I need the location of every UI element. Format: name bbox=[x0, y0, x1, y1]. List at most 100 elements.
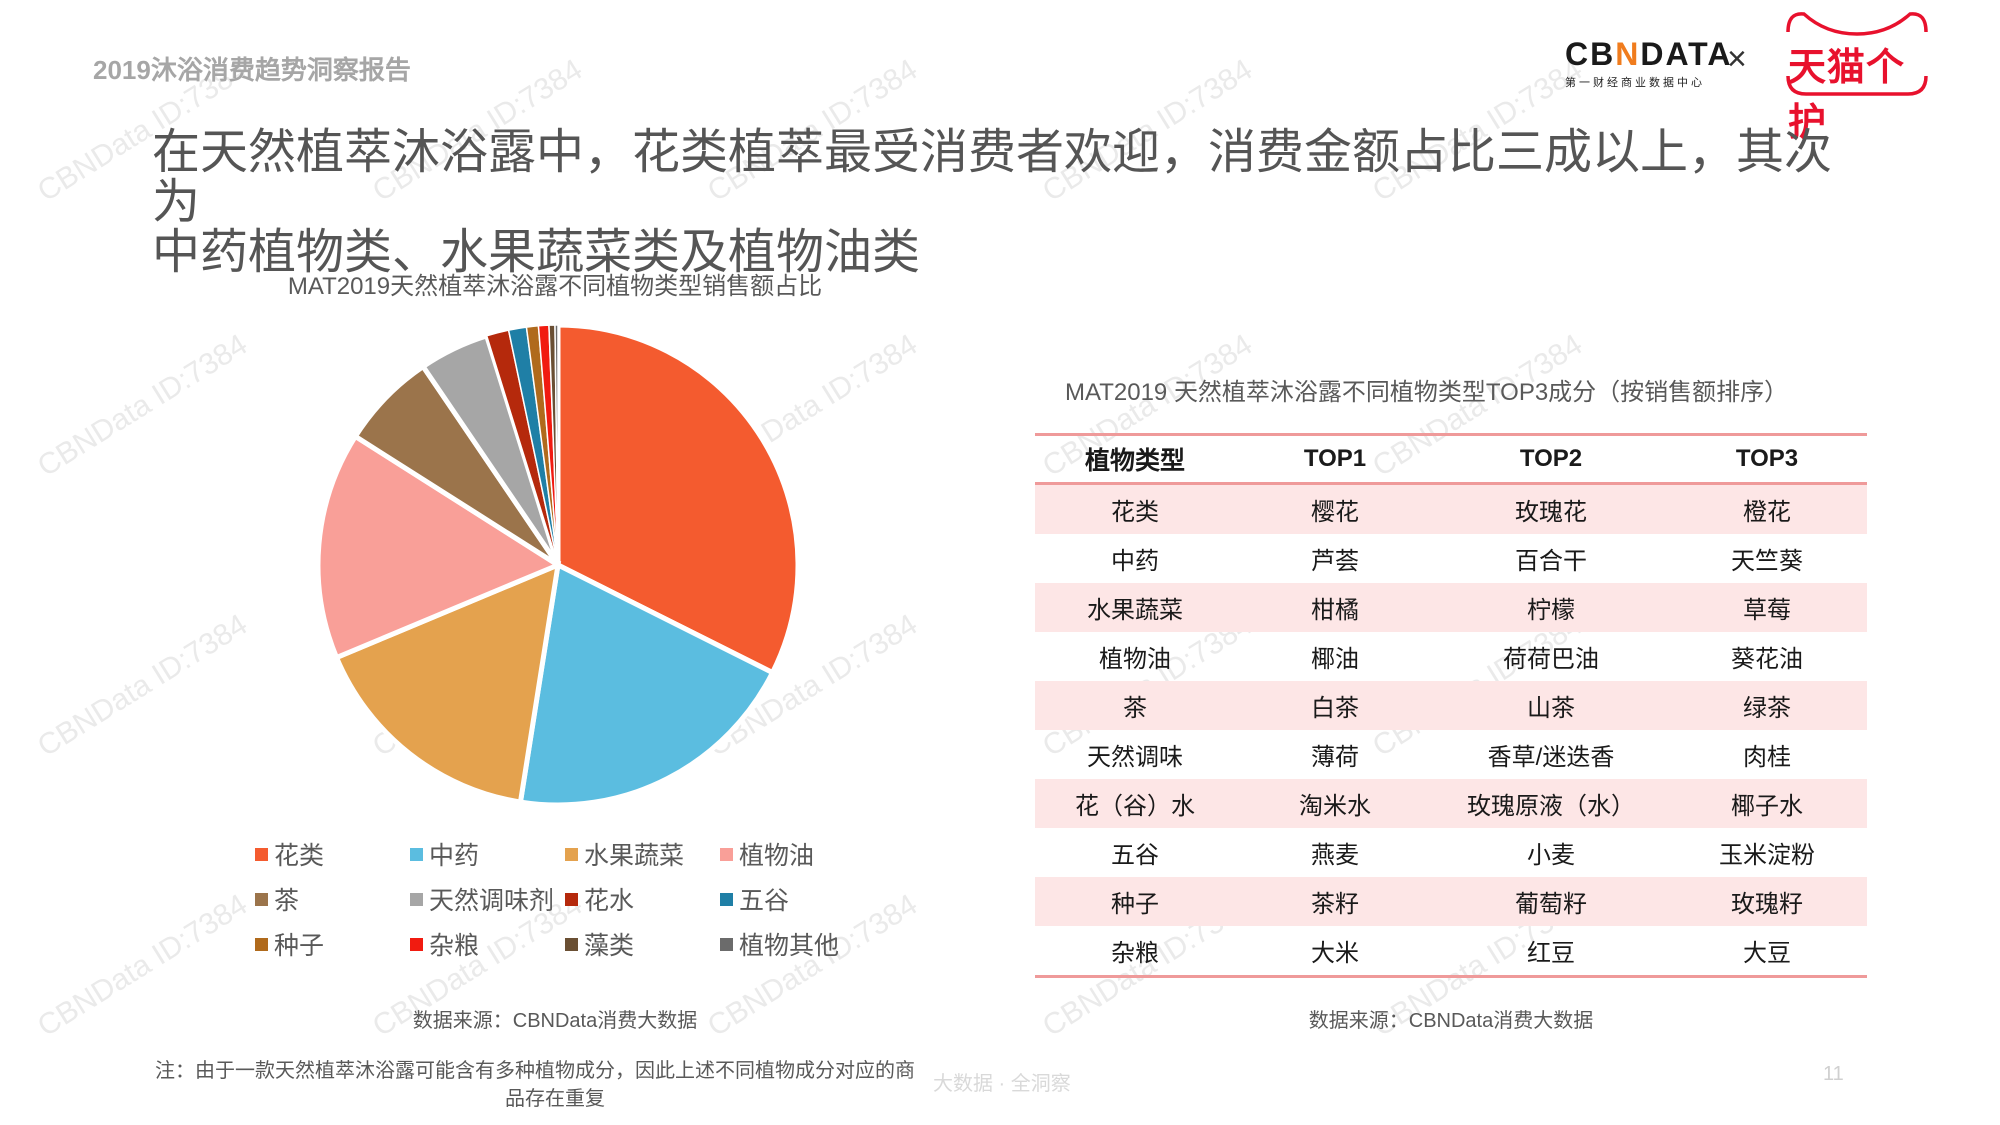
page-title: 在天然植萃沐浴露中，花类植萃最受消费者欢迎，消费金额占比三成以上，其次为 中药植… bbox=[152, 128, 1852, 278]
cell-top3: 天竺葵 bbox=[1731, 548, 1803, 575]
cell-top2: 玫瑰原液（水） bbox=[1435, 779, 1667, 828]
legend-label: 中药 bbox=[429, 842, 480, 870]
table-source: 数据来源：CBNData消费大数据 bbox=[1308, 1010, 1594, 1032]
legend-label: 种子 bbox=[274, 932, 325, 960]
title-line-1: 在天然植萃沐浴露中，花类植萃最受消费者欢迎，消费金额占比三成以上，其次为 bbox=[152, 126, 1833, 229]
report-name: 2019沐浴消费趋势洞察报告 bbox=[93, 55, 411, 85]
table-row: 茶白茶 山茶 绿茶 bbox=[1035, 681, 1867, 730]
legend-swatch-icon bbox=[410, 937, 423, 951]
pie-slice bbox=[315, 432, 564, 661]
cell-top1: 白茶 bbox=[1235, 681, 1435, 730]
top3-table: 植物类型 TOP1 TOP2 TOP3 花类 樱花 玫瑰花 橙花中药 芦荟 百合干 天竺葵水… bbox=[1035, 433, 1867, 978]
legend-label: 天然调味剂 bbox=[429, 887, 555, 915]
page-number: 11 bbox=[1823, 1063, 1844, 1085]
legend-swatch-icon bbox=[720, 892, 733, 906]
table-row: 花类 樱花 玫瑰花 橙花 bbox=[1035, 483, 1867, 534]
cell-plant-type: 水果蔬菜 bbox=[1035, 583, 1235, 632]
legend-swatch-icon bbox=[565, 847, 578, 861]
legend-item: 中药 bbox=[410, 836, 479, 872]
legend-item: 杂粮 bbox=[410, 926, 479, 962]
legend-item: 天然调味剂 bbox=[410, 881, 554, 917]
table-row: 种子 茶籽 葡萄籽 玫瑰籽 bbox=[1035, 877, 1867, 926]
cell-plant-type: 杂粮 bbox=[1035, 926, 1235, 978]
cell-top2: 荷荷巴油 bbox=[1503, 646, 1599, 673]
cell-top3: 葵花油 bbox=[1731, 646, 1803, 673]
cell-plant-type: 茶 bbox=[1035, 681, 1235, 730]
table-row: 杂粮 大米 红豆 大豆 bbox=[1035, 926, 1867, 978]
legend-label: 茶 bbox=[274, 887, 300, 915]
footnote-line-1: 注：由于一款天然植萃沐浴露可能含有多种植物成分，因此上述不同植物成分对应的商 bbox=[155, 1060, 915, 1082]
footnote-line-2: 品存在重复 bbox=[505, 1088, 605, 1110]
cbndata-logo: CBNDATA 第一财经商业数据中心 bbox=[1565, 36, 1730, 90]
cell-plant-type: 花类 bbox=[1035, 483, 1235, 534]
logo-separator: × bbox=[1727, 40, 1747, 78]
logo-text: DATA bbox=[1640, 36, 1733, 72]
cell-top3: 绿茶 bbox=[1667, 681, 1867, 730]
legend-item: 植物其他 bbox=[720, 926, 839, 962]
cell-top1: 淘米水 bbox=[1235, 779, 1435, 828]
cell-top2: 玫瑰花 bbox=[1435, 483, 1667, 534]
cell-top3: 肉桂 bbox=[1743, 744, 1791, 771]
cell-top1: 椰油 bbox=[1311, 646, 1359, 673]
title-line-2: 中药植物类、水果蔬菜类及植物油类 bbox=[152, 226, 921, 279]
legend-item: 藻类 bbox=[565, 926, 634, 962]
legend-swatch-icon bbox=[255, 937, 268, 951]
legend-swatch-icon bbox=[720, 847, 733, 861]
footnote: 注：由于一款天然植萃沐浴露可能含有多种植物成分，因此上述不同植物成分对应的商 品… bbox=[155, 1057, 955, 1113]
legend-label: 花类 bbox=[274, 842, 325, 870]
legend-label: 杂粮 bbox=[429, 932, 480, 960]
pie-slice bbox=[555, 322, 801, 676]
cell-plant-type: 植物油 bbox=[1099, 646, 1171, 673]
legend-item: 茶 bbox=[255, 881, 299, 917]
table-row: 植物油 椰油 荷荷巴油 葵花油 bbox=[1035, 632, 1867, 681]
cell-top1: 樱花 bbox=[1235, 483, 1435, 534]
pie-chart bbox=[315, 322, 801, 808]
pie-slice bbox=[554, 324, 559, 566]
cell-top3: 草莓 bbox=[1667, 583, 1867, 632]
pie-slice bbox=[333, 560, 562, 805]
header-plant-type: 植物类型 bbox=[1035, 433, 1235, 485]
watermark-text: CBNData ID:7384 bbox=[31, 327, 254, 484]
table-row: 中药 芦荟 百合干 天竺葵 bbox=[1035, 534, 1867, 583]
logo-subtitle: 第一财经商业数据中心 bbox=[1565, 77, 1705, 89]
table-row: 五谷 燕麦 小麦 玉米淀粉 bbox=[1035, 828, 1867, 877]
header-top1: TOP1 bbox=[1235, 433, 1435, 485]
legend-item: 植物油 bbox=[720, 836, 814, 872]
header-top3: TOP3 bbox=[1667, 433, 1867, 485]
watermark-text: CBNData ID:7384 bbox=[31, 887, 254, 1044]
cell-top1: 芦荟 bbox=[1311, 548, 1359, 575]
legend-swatch-icon bbox=[255, 847, 268, 861]
legend-swatch-icon bbox=[565, 892, 578, 906]
legend-label: 花水 bbox=[584, 887, 635, 915]
cell-top2: 柠檬 bbox=[1435, 583, 1667, 632]
tagline: 大数据 · 全洞察 bbox=[933, 1073, 1071, 1095]
table-row: 天然调味 薄荷 香草/迷迭香 肉桂 bbox=[1035, 730, 1867, 779]
cell-plant-type: 花（谷）水 bbox=[1035, 779, 1235, 828]
cell-plant-type: 天然调味 bbox=[1087, 744, 1183, 771]
cell-top1: 茶籽 bbox=[1235, 877, 1435, 926]
tmall-cat-icon bbox=[1786, 12, 1928, 96]
cell-top2: 红豆 bbox=[1435, 926, 1667, 978]
cell-top2: 百合干 bbox=[1515, 548, 1587, 575]
cell-top1: 燕麦 bbox=[1311, 842, 1359, 869]
cell-top1: 柑橘 bbox=[1235, 583, 1435, 632]
cell-plant-type: 五谷 bbox=[1111, 842, 1159, 869]
table-row: 花（谷）水 淘米水 玫瑰原液（水） 椰子水 bbox=[1035, 779, 1867, 828]
cell-top3: 橙花 bbox=[1667, 483, 1867, 534]
legend-item: 五谷 bbox=[720, 881, 789, 917]
legend-item: 花类 bbox=[255, 836, 324, 872]
legend-label: 植物其他 bbox=[739, 932, 840, 960]
cell-top3: 玫瑰籽 bbox=[1667, 877, 1867, 926]
tmall-logo: 天猫个护 bbox=[1782, 6, 1932, 144]
header-top2: TOP2 bbox=[1435, 433, 1667, 485]
cell-top2: 山茶 bbox=[1435, 681, 1667, 730]
legend-swatch-icon bbox=[410, 847, 423, 861]
cell-plant-type: 中药 bbox=[1111, 548, 1159, 575]
cell-top3: 椰子水 bbox=[1667, 779, 1867, 828]
pie-slice bbox=[517, 561, 776, 808]
cell-top3: 玉米淀粉 bbox=[1719, 842, 1815, 869]
watermark-text: CBNData ID:7384 bbox=[31, 607, 254, 764]
cell-top1: 薄荷 bbox=[1311, 744, 1359, 771]
cell-top1: 大米 bbox=[1235, 926, 1435, 978]
chart-title: MAT2019天然植萃沐浴露不同植物类型销售额占比 bbox=[287, 273, 823, 300]
